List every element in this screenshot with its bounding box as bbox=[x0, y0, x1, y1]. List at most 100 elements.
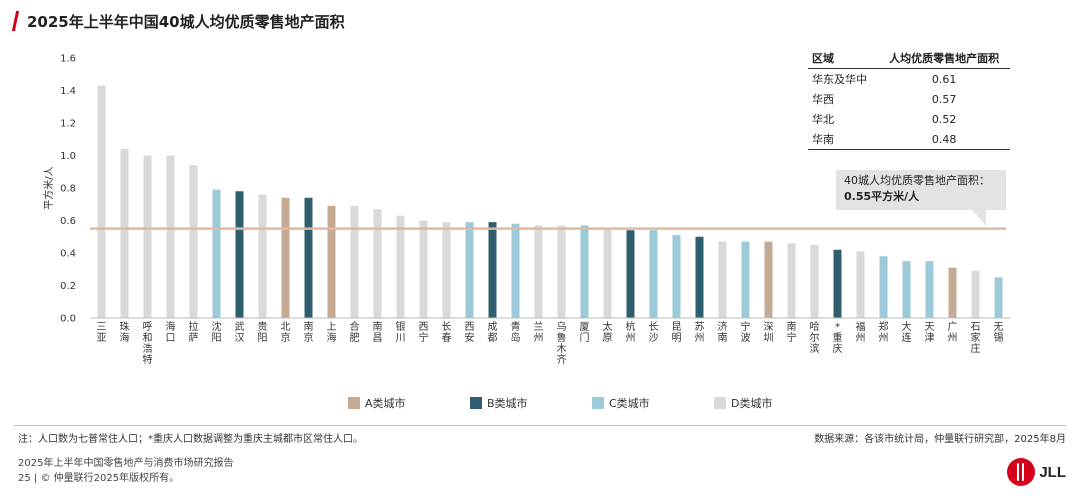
page-title: 2025年上半年中国40城人均优质零售地产面积 bbox=[27, 12, 345, 31]
x-tick-label: 呼和浩特 bbox=[143, 321, 153, 366]
bar-南宁 bbox=[787, 243, 796, 318]
x-tick-label: 武汉 bbox=[235, 320, 245, 344]
x-tick-label: 太原 bbox=[603, 320, 613, 344]
x-tick-label: 合肥 bbox=[350, 320, 360, 344]
x-tick-label: 广州 bbox=[948, 321, 958, 344]
bar-大连 bbox=[902, 261, 911, 318]
x-tick-label: 石家庄 bbox=[971, 322, 981, 355]
bar-贵阳 bbox=[258, 194, 267, 318]
bar-乌鲁木齐 bbox=[557, 225, 566, 318]
x-tick-label: 成都 bbox=[488, 321, 498, 344]
legend-swatch-b bbox=[470, 397, 482, 409]
footer-divider bbox=[14, 425, 1066, 426]
legend-item-d: D类城市 bbox=[714, 395, 836, 411]
bar-郑州 bbox=[879, 256, 888, 318]
y-tick-label: 0.0 bbox=[60, 314, 76, 325]
bar-济南 bbox=[718, 241, 727, 318]
bar-成都 bbox=[488, 222, 497, 318]
legend-item-a: A类城市 bbox=[348, 395, 470, 411]
y-tick-label: 1.6 bbox=[60, 54, 76, 65]
x-tick-label: 宁波 bbox=[741, 320, 751, 344]
y-axis-label: 平方米/人 bbox=[42, 166, 55, 209]
legend-label-c: C类城市 bbox=[609, 397, 650, 410]
x-tick-label: *重庆 bbox=[833, 322, 843, 355]
x-tick-label: 拉萨 bbox=[189, 320, 199, 344]
bar-银川 bbox=[396, 215, 405, 318]
region-header: 区域 bbox=[808, 48, 879, 69]
bar-海口 bbox=[166, 155, 175, 318]
legend-swatch-c bbox=[592, 397, 604, 409]
report-title: 2025年上半年中国零售地产与消费市场研究报告 bbox=[18, 458, 234, 469]
x-tick-label: 长春 bbox=[442, 321, 452, 344]
y-tick-label: 0.2 bbox=[60, 281, 76, 292]
region-table-header: 区域 人均优质零售地产面积 bbox=[808, 48, 1010, 69]
bar-长沙 bbox=[649, 230, 658, 318]
x-tick-label: 哈尔滨 bbox=[810, 320, 820, 355]
bar-南昌 bbox=[373, 209, 382, 318]
chart-legend: A类城市 B类城市 C类城市 D类城市 bbox=[348, 395, 836, 411]
y-tick-label: 1.0 bbox=[60, 151, 76, 162]
bar-沈阳 bbox=[212, 189, 221, 318]
bar-兰州 bbox=[534, 225, 543, 318]
y-tick-label: 0.6 bbox=[60, 216, 76, 227]
region-cell: 华东及华中 bbox=[812, 73, 867, 86]
bar-广州 bbox=[948, 267, 957, 318]
x-tick-label: 兰州 bbox=[534, 320, 544, 344]
y-tick-label: 0.8 bbox=[60, 184, 76, 195]
value-cell: 0.52 bbox=[931, 112, 957, 126]
value-header: 人均优质零售地产面积 bbox=[878, 48, 1010, 69]
bar-长春 bbox=[442, 222, 451, 318]
x-tick-label: 银川 bbox=[396, 320, 406, 344]
value-cell: 0.57 bbox=[931, 92, 957, 106]
bar-无锡 bbox=[994, 277, 1003, 318]
jll-logo: JLL bbox=[1007, 458, 1066, 486]
x-tick-label: 贵阳 bbox=[258, 320, 268, 344]
bar-杭州 bbox=[626, 230, 635, 318]
bar-合肥 bbox=[350, 205, 359, 318]
x-tick-label: 天津 bbox=[925, 322, 935, 344]
legend-label-a: A类城市 bbox=[365, 397, 406, 410]
legend-item-b: B类城市 bbox=[470, 395, 592, 411]
x-tick-label: 济南 bbox=[718, 320, 728, 344]
bar-天津 bbox=[925, 261, 934, 318]
x-tick-label: 上海 bbox=[327, 321, 337, 344]
bar-西安 bbox=[465, 222, 474, 318]
bar-深圳 bbox=[764, 241, 773, 318]
bar-苏州 bbox=[695, 236, 704, 318]
x-tick-label: 南宁 bbox=[787, 320, 797, 344]
copyright: 25 | © 仲量联行2025年版权所有。 bbox=[18, 473, 180, 484]
bar-昆明 bbox=[672, 235, 681, 318]
value-cell: 0.48 bbox=[878, 129, 1010, 150]
bar-太原 bbox=[603, 228, 612, 318]
legend-swatch-a bbox=[348, 397, 360, 409]
x-tick-label: 南京 bbox=[304, 320, 314, 344]
bar-北京 bbox=[281, 197, 290, 318]
x-tick-label: 青岛 bbox=[511, 320, 521, 344]
average-callout-label: 40城人均优质零售地产面积： bbox=[844, 174, 990, 187]
table-row: 华南 0.48 bbox=[808, 129, 1010, 150]
bar-武汉 bbox=[235, 191, 244, 318]
bar-西宁 bbox=[419, 220, 428, 318]
bar-南京 bbox=[304, 197, 313, 318]
legend-label-b: B类城市 bbox=[487, 397, 528, 410]
report-footer: 2025年上半年中国零售地产与消费市场研究报告 25 | © 仲量联行2025年… bbox=[18, 456, 233, 486]
region-cell: 华北 bbox=[812, 113, 834, 126]
x-tick-label: 厦门 bbox=[580, 321, 590, 344]
x-tick-label: 沈阳 bbox=[212, 320, 222, 344]
value-cell: 0.61 bbox=[931, 72, 957, 86]
data-source: 数据来源：各该市统计局，仲量联行研究部，2025年8月 bbox=[814, 434, 1066, 445]
x-tick-label: 昆明 bbox=[672, 321, 682, 344]
x-tick-label: 长沙 bbox=[649, 321, 659, 344]
x-tick-label: 郑州 bbox=[879, 320, 889, 344]
bar-青岛 bbox=[511, 223, 520, 318]
title-bar: 2025年上半年中国40城人均优质零售地产面积 bbox=[11, 8, 345, 34]
x-tick-label: 北京 bbox=[281, 321, 291, 344]
x-tick-label: 大连 bbox=[902, 320, 912, 344]
bar-福州 bbox=[856, 251, 865, 318]
x-tick-label: 无锡 bbox=[994, 322, 1004, 344]
average-callout-value: 0.55平方米/人 bbox=[844, 190, 920, 203]
x-tick-label: 苏州 bbox=[695, 320, 705, 344]
bar-*重庆 bbox=[833, 249, 842, 318]
y-tick-label: 1.2 bbox=[60, 119, 76, 130]
